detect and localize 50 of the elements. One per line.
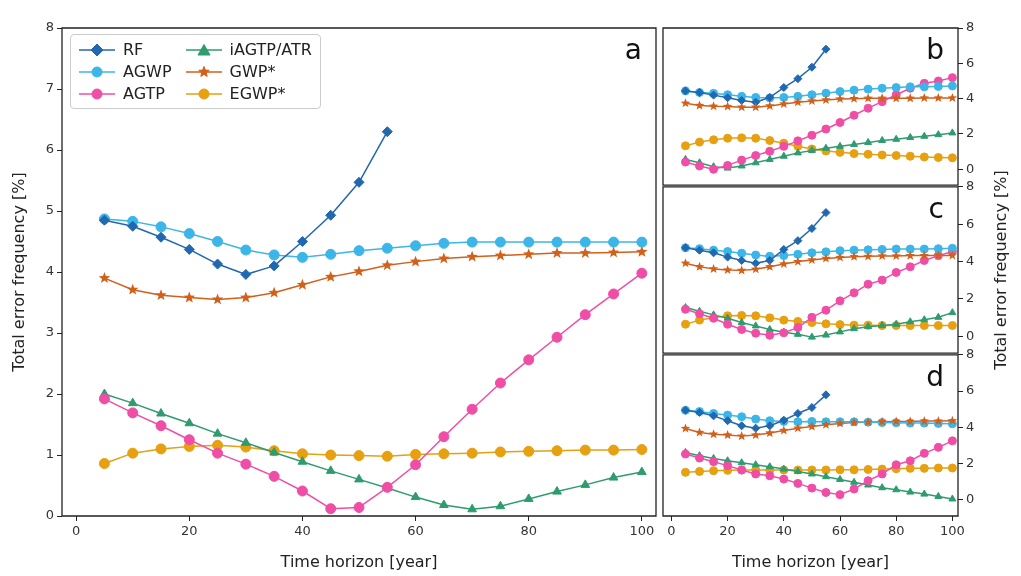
legend-label: AGWP bbox=[123, 62, 172, 81]
y-tick-label: 6 bbox=[45, 141, 54, 157]
x-tick-label: 0 bbox=[72, 523, 81, 539]
x-tick-label: 60 bbox=[407, 523, 424, 539]
y-tick-label: 8 bbox=[966, 19, 975, 35]
legend-label: RF bbox=[123, 40, 144, 59]
y-tick-label: 6 bbox=[966, 54, 975, 70]
legend-label: iAGTP/ATR bbox=[229, 40, 312, 59]
y-tick-label: 1 bbox=[45, 446, 54, 462]
legend-label: GWP* bbox=[229, 62, 276, 81]
y-tick-label: 4 bbox=[966, 90, 975, 106]
y-tick-label: 2 bbox=[45, 385, 54, 401]
x-tick-label: 100 bbox=[939, 523, 965, 539]
legend-label: AGTP bbox=[123, 84, 165, 103]
y-axis-title: Total error frequency [%] bbox=[8, 172, 28, 372]
y-axis-title: Total error frequency [%] bbox=[990, 170, 1010, 370]
x-tick-label: 0 bbox=[667, 523, 676, 539]
y-tick-label: 0 bbox=[45, 507, 54, 523]
y-tick-label: 8 bbox=[966, 178, 975, 194]
x-tick-label: 80 bbox=[520, 523, 537, 539]
y-tick-label: 7 bbox=[45, 80, 54, 96]
x-tick-label: 60 bbox=[831, 523, 849, 539]
y-tick-label: 4 bbox=[966, 418, 975, 434]
chart-title: c bbox=[928, 192, 944, 226]
y-tick-label: 8 bbox=[45, 19, 54, 35]
y-tick-label: 2 bbox=[966, 290, 975, 306]
y-tick-label: 6 bbox=[966, 215, 975, 231]
y-tick-label: 8 bbox=[966, 346, 975, 362]
y-tick-label: 3 bbox=[45, 324, 54, 340]
y-tick-label: 6 bbox=[966, 382, 975, 398]
y-tick-label: 0 bbox=[966, 491, 975, 507]
chart-title: a bbox=[624, 33, 642, 67]
y-tick-label: 0 bbox=[966, 160, 975, 176]
x-tick-label: 40 bbox=[775, 523, 793, 539]
x-tick-label: 100 bbox=[629, 523, 655, 539]
legend-label: EGWP* bbox=[229, 84, 286, 103]
y-tick-label: 0 bbox=[966, 327, 975, 343]
x-axis-title: Time horizon [year] bbox=[279, 551, 438, 571]
x-axis-title: Time horizon [year] bbox=[731, 551, 889, 571]
y-tick-label: 4 bbox=[45, 263, 54, 279]
x-tick-label: 80 bbox=[887, 523, 905, 539]
x-tick-label: 20 bbox=[719, 523, 736, 539]
y-tick-label: 5 bbox=[45, 202, 54, 218]
y-tick-label: 4 bbox=[966, 252, 975, 268]
y-tick-label: 2 bbox=[966, 125, 975, 141]
x-tick-label: 40 bbox=[294, 523, 311, 539]
chart-title: b bbox=[926, 33, 944, 67]
chart-title: d bbox=[926, 360, 944, 394]
y-tick-label: 2 bbox=[966, 454, 975, 470]
x-tick-label: 20 bbox=[181, 523, 198, 539]
